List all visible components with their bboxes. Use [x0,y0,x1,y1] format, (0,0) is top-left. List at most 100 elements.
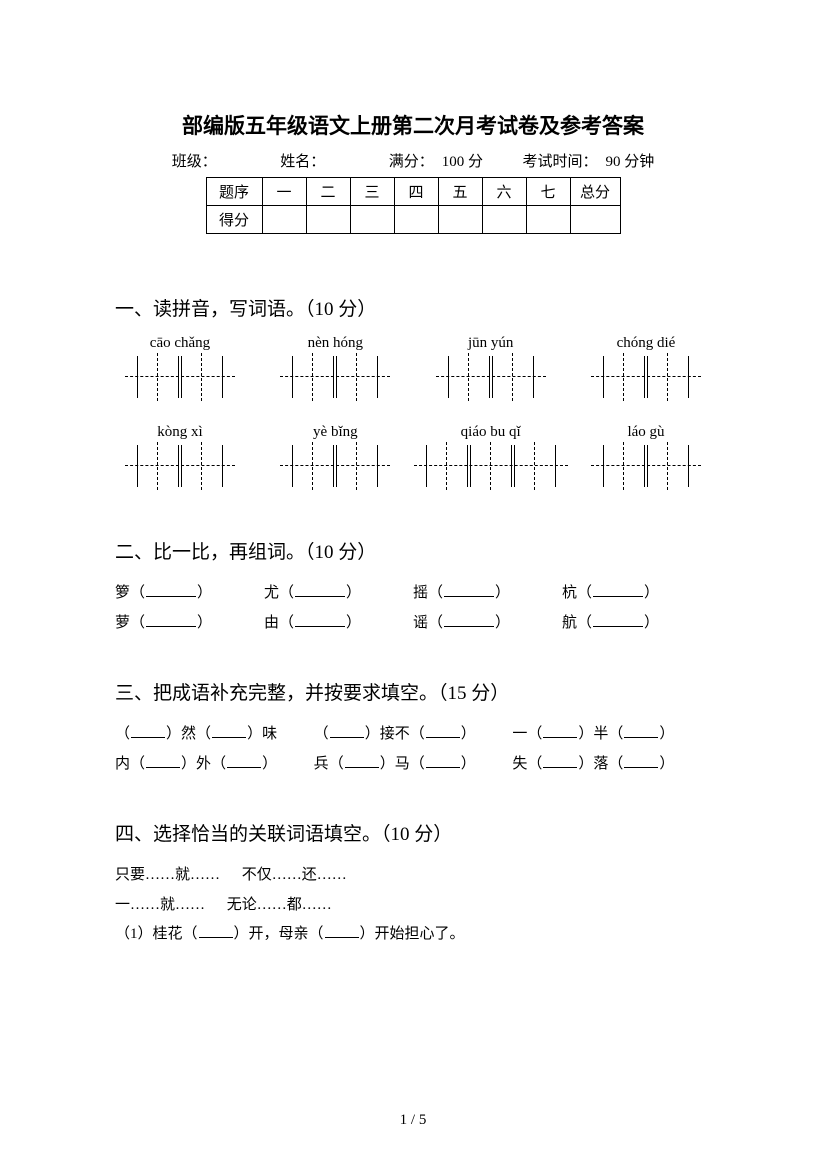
text: ）开始担心了。 [360,926,465,942]
blank[interactable] [543,722,577,738]
q2-item: 航（） [562,608,711,638]
blank[interactable] [146,581,196,597]
idiom-item: （）然（）味 [115,719,314,749]
q2-item: 由（） [264,608,413,638]
q3-row: 内（）外（） 兵（）马（） 失（）落（） [115,749,711,779]
char: 内 [115,756,130,772]
blank[interactable] [624,722,658,738]
option-text: 无论……都…… [227,897,332,913]
tianzige-box[interactable] [292,445,378,487]
blank[interactable] [131,722,165,738]
q1-heading: 一、读拼音，写词语。（10 分） [115,294,711,321]
blank[interactable] [199,922,233,938]
blank[interactable] [444,581,494,597]
char: 落 [593,756,608,772]
blank[interactable] [593,611,643,627]
blank[interactable] [426,722,460,738]
q2-item: 谣（） [413,608,562,638]
q4-options: 一……就…… 无论……都…… [115,890,711,920]
pinyin-text: nèn hóng [270,335,400,352]
name-label: 姓名： [280,154,325,170]
q2-item: 摇（） [413,578,562,608]
idiom-item: 内（）外（） [115,749,314,779]
q3-row: （）然（）味 （）接不（） 一（）半（） [115,719,711,749]
char: 外 [196,756,211,772]
text: （1）桂花（ [115,926,198,942]
table-row: 得分 [206,206,620,234]
tianzige-box[interactable] [137,445,223,487]
score-cell[interactable] [306,206,350,234]
score-cell[interactable] [526,206,570,234]
blank[interactable] [624,752,658,768]
char: 萝 [115,615,130,631]
col-label: 二 [306,178,350,206]
score-cell[interactable] [394,206,438,234]
blank[interactable] [227,752,261,768]
tianzige-box[interactable] [603,356,689,398]
score-cell[interactable] [262,206,306,234]
page-footer: 1 / 5 [0,1112,826,1129]
blank[interactable] [543,752,577,768]
score-cell[interactable] [570,206,620,234]
col-label: 六 [482,178,526,206]
tianzige-box[interactable] [603,445,689,487]
q2-row: 萝（） 由（） 谣（） 航（） [115,608,711,638]
blank[interactable] [426,752,460,768]
blank[interactable] [212,722,246,738]
char: 尤 [264,585,279,601]
idiom-item: 一（）半（） [512,719,711,749]
idiom-item: （）接不（） [314,719,513,749]
char: 半 [593,726,608,742]
q2-item: 杭（） [562,578,711,608]
char: 箩 [115,585,130,601]
tianzige-box[interactable] [137,356,223,398]
char: 失 [512,756,527,772]
pinyin-text: jūn yún [426,335,556,352]
pinyin-block: jūn yún [426,335,556,398]
blank[interactable] [330,722,364,738]
blank[interactable] [593,581,643,597]
q2-item: 尤（） [264,578,413,608]
blank[interactable] [444,611,494,627]
pinyin-row: cāo chǎng nèn hóng jūn yún chóng dié [115,335,711,398]
blank[interactable] [345,752,379,768]
blank[interactable] [325,922,359,938]
pinyin-block: chóng dié [581,335,711,398]
char: 谣 [413,615,428,631]
page-title: 部编版五年级语文上册第二次月考试卷及参考答案 [115,110,711,140]
blank[interactable] [146,752,180,768]
char: 味 [262,726,277,742]
time-label: 考试时间： [523,154,598,170]
q2-grid: 箩（） 尤（） 摇（） 杭（） 萝（） 由（） 谣（） 航（） [115,578,711,638]
idiom-item: 兵（）马（） [314,749,513,779]
row-head: 得分 [206,206,262,234]
pinyin-row: kòng xì yè bǐng qiáo bu qǐ láo gù [115,424,711,487]
blank[interactable] [146,611,196,627]
table-row: 题序 一 二 三 四 五 六 七 总分 [206,178,620,206]
q2-item: 萝（） [115,608,264,638]
col-label: 四 [394,178,438,206]
total-label: 总分 [570,178,620,206]
char: 然 [181,726,196,742]
exam-page: 部编版五年级语文上册第二次月考试卷及参考答案 班级： 姓名： 满分：100 分 … [0,0,826,1169]
row-head: 题序 [206,178,262,206]
pinyin-text: chóng dié [581,335,711,352]
pinyin-block: yè bǐng [270,424,400,487]
blank[interactable] [295,611,345,627]
char: 一 [512,726,527,742]
tianzige-box[interactable] [426,445,556,487]
score-cell[interactable] [482,206,526,234]
pinyin-text: yè bǐng [270,424,400,441]
blank[interactable] [295,581,345,597]
tianzige-box[interactable] [448,356,534,398]
pinyin-block: kòng xì [115,424,245,487]
q3-heading: 三、把成语补充完整，并按要求填空。（15 分） [115,678,711,705]
option-text: 不仅……还…… [242,867,347,883]
q2-row: 箩（） 尤（） 摇（） 杭（） [115,578,711,608]
q4-heading: 四、选择恰当的关联词语填空。（10 分） [115,819,711,846]
tianzige-box[interactable] [292,356,378,398]
char: 接不 [380,726,410,742]
meta-line: 班级： 姓名： 满分：100 分 考试时间：90 分钟 [115,150,711,171]
score-cell[interactable] [350,206,394,234]
score-cell[interactable] [438,206,482,234]
